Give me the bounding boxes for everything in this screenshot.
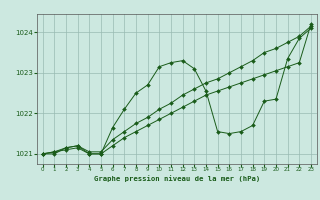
X-axis label: Graphe pression niveau de la mer (hPa): Graphe pression niveau de la mer (hPa) bbox=[94, 175, 260, 182]
